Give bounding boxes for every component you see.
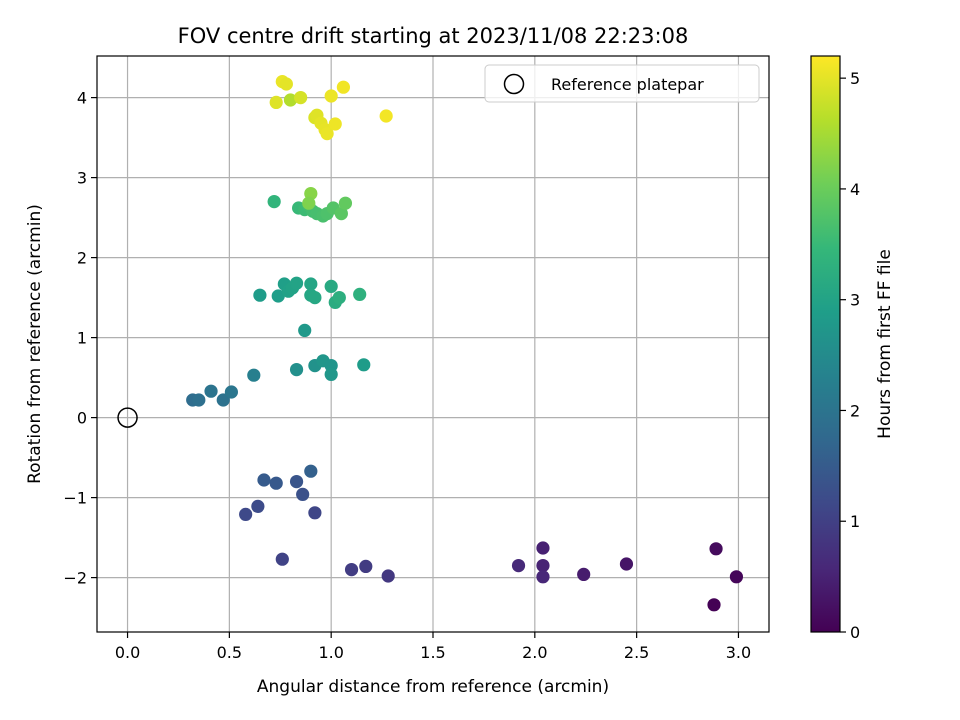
data-point: [308, 506, 322, 520]
data-point: [289, 475, 304, 489]
legend-label: Reference platepar: [551, 75, 704, 94]
colorbar: 0 1 2 3 4 5 Hours from first FF file: [810, 55, 895, 642]
data-point: [359, 559, 373, 574]
data-point: [334, 207, 348, 221]
data-point: [302, 196, 316, 210]
colorbar-tick-label: 2: [850, 401, 860, 420]
y-tick-label: 4: [77, 89, 87, 108]
data-point: [253, 288, 267, 302]
data-point: [729, 570, 744, 584]
x-tick-label: 0.0: [115, 643, 140, 662]
colorbar-frame: [810, 55, 841, 633]
x-tick-label: 3.0: [726, 643, 751, 662]
data-point: [257, 473, 271, 487]
y-axis-label: Rotation from reference (arcmin): [25, 204, 45, 484]
colorbar-tick-label: 4: [850, 180, 860, 199]
data-point: [296, 487, 310, 501]
data-point: [324, 279, 338, 293]
data-point: [279, 77, 293, 91]
scatter-points: [186, 75, 744, 612]
data-point: [536, 541, 550, 555]
x-tick-label: 0.5: [217, 643, 242, 662]
data-point: [239, 507, 253, 521]
data-point: [216, 393, 230, 407]
y-tick-label: 3: [77, 169, 87, 188]
reference-platepar-marker: [117, 407, 138, 428]
colorbar-tick-label: 3: [850, 291, 860, 310]
x-axis-label: Angular distance from reference (arcmin): [257, 677, 609, 697]
data-point: [353, 287, 367, 301]
data-point: [192, 393, 206, 407]
data-point: [536, 559, 550, 573]
colorbar-tick-label: 1: [850, 512, 860, 531]
data-point: [324, 89, 338, 103]
data-point: [536, 570, 550, 584]
x-tick-label: 1.0: [318, 643, 343, 662]
data-point: [275, 552, 289, 566]
data-point: [224, 385, 238, 399]
colorbar-ticks: 0 1 2 3 4 5: [840, 69, 860, 642]
legend-box: [484, 64, 760, 103]
data-point: [298, 323, 312, 337]
x-tick-label: 1.5: [420, 643, 445, 662]
data-point: [294, 91, 308, 105]
x-tick-label: 2.0: [522, 643, 547, 662]
data-point: [271, 289, 285, 303]
data-point: [267, 195, 281, 209]
data-point: [289, 276, 304, 290]
data-point: [308, 291, 322, 305]
data-point: [619, 557, 634, 571]
data-point: [324, 367, 338, 381]
axis-ticks: 0.0 0.5 1.0 1.5 2.0 2.5 3.0 −2 −1 0 1 2 3 4: [63, 89, 751, 662]
y-tick-label: 0: [77, 409, 87, 428]
x-tick-label: 2.5: [624, 643, 649, 662]
legend-marker-icon: [503, 73, 525, 95]
data-point: [707, 598, 721, 612]
chart-title: FOV centre drift starting at 2023/11/08 …: [178, 24, 689, 48]
data-point: [204, 384, 218, 398]
colorbar-label: Hours from first FF file: [875, 249, 895, 439]
colorbar-tick-label: 5: [850, 69, 860, 88]
data-point: [332, 291, 346, 305]
data-point: [304, 464, 318, 478]
y-tick-label: −1: [63, 489, 87, 508]
data-point: [269, 95, 283, 109]
colorbar-tick-label: 0: [850, 623, 860, 642]
data-point: [357, 358, 371, 372]
y-tick-label: 1: [77, 329, 87, 348]
data-point: [344, 563, 359, 577]
data-point: [283, 93, 298, 107]
grid-lines: [97, 56, 769, 632]
data-point: [247, 368, 261, 382]
data-point: [304, 277, 318, 291]
data-point: [338, 196, 353, 210]
y-tick-label: 2: [77, 249, 87, 268]
legend: Reference platepar: [484, 64, 760, 103]
y-tick-label: −2: [63, 569, 87, 588]
data-point: [320, 127, 334, 141]
data-point: [269, 476, 283, 490]
data-point: [709, 542, 723, 556]
colorbar-gradient: [811, 56, 840, 632]
data-point: [511, 559, 526, 573]
data-point: [251, 499, 265, 513]
data-point: [328, 117, 342, 131]
data-point: [336, 80, 350, 94]
data-point: [289, 363, 304, 377]
data-point: [577, 567, 591, 582]
data-point: [379, 109, 393, 123]
data-point: [381, 569, 395, 583]
